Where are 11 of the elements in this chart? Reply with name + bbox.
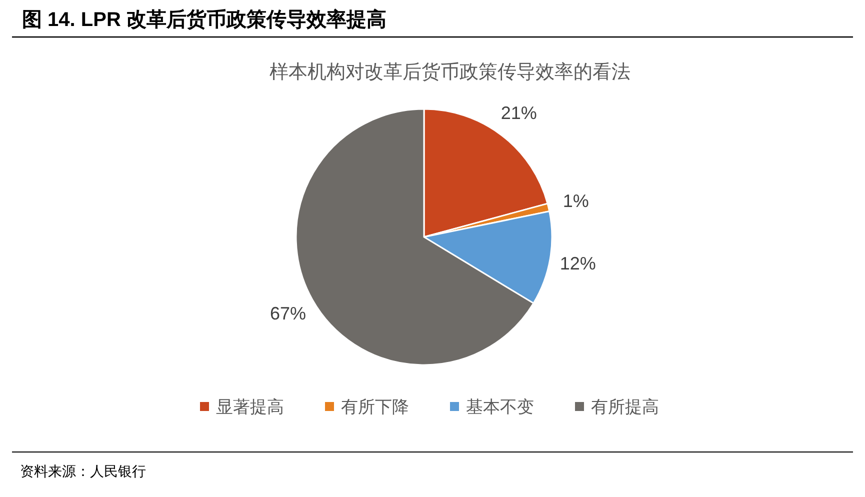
data-label: 67% [270, 304, 306, 324]
data-label: 1% [562, 190, 589, 211]
data-label: 12% [560, 254, 596, 274]
data-label: 21% [500, 102, 537, 123]
chart-title: 图 14. LPR 改革后货币政策传导效率提高 [22, 8, 386, 31]
legend-label: 有所下降 [341, 398, 409, 416]
text: 资料来源：人民银行 [20, 463, 146, 479]
legend-label: 显著提高 [216, 398, 284, 416]
legend-label: 基本不变 [466, 398, 534, 416]
legend-label: 有所提高 [591, 398, 659, 416]
chart-subtitle: 样本机构对改革后货币政策传导效率的看法 [270, 61, 630, 83]
